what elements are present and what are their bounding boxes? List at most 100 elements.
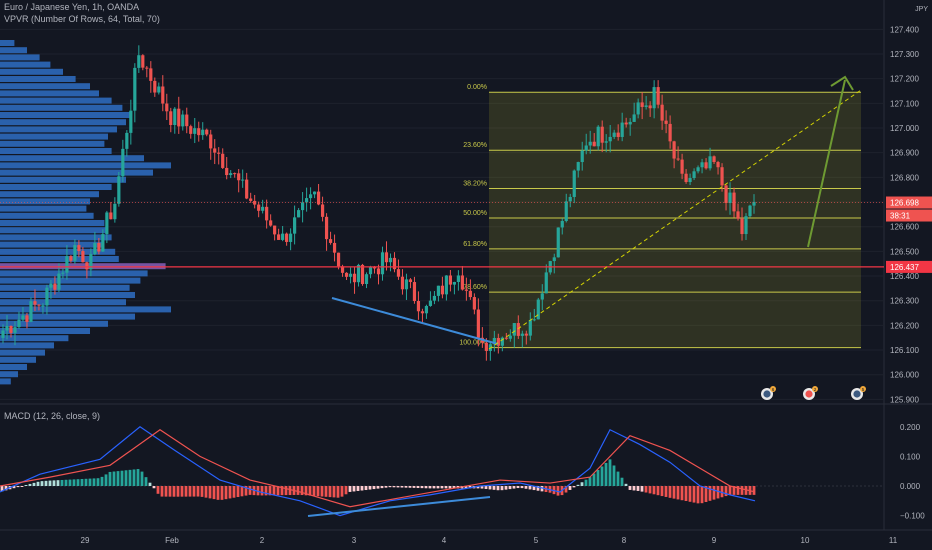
candle-body (169, 111, 173, 126)
macd-histogram-bar (628, 486, 632, 490)
macd-histogram-bar (356, 486, 360, 491)
macd-histogram-bar (740, 486, 744, 495)
macd-histogram-bar (288, 486, 292, 496)
macd-histogram-bar (76, 479, 80, 486)
macd-histogram-bar (124, 470, 128, 486)
candle-body (297, 210, 301, 218)
macd-histogram-bar (676, 486, 680, 500)
candle-body (380, 252, 385, 275)
signal-line (0, 429, 756, 508)
macd-histogram-bar (100, 476, 104, 486)
macd-tick-label: −0.100 (900, 512, 925, 521)
macd-histogram-bar (148, 482, 152, 486)
candle-body (500, 337, 504, 346)
macd-histogram-bar (448, 486, 452, 489)
time-tick-label: 2 (260, 536, 265, 545)
candle-body (301, 202, 305, 211)
vpvr-bar (0, 119, 126, 126)
macd-histogram-bar (724, 486, 728, 497)
vpvr-bar (0, 40, 15, 46)
macd-histogram-bar (260, 486, 264, 496)
macd-histogram-bar (532, 486, 536, 491)
candle-body (165, 103, 169, 112)
price-tick-label: 126.000 (890, 371, 919, 380)
candle-body (221, 153, 225, 168)
macd-histogram-bar (316, 486, 320, 497)
candle-body (524, 333, 528, 336)
candle-body (37, 304, 41, 306)
candle-body (600, 126, 604, 143)
candle-body (304, 198, 309, 203)
macd-histogram-bar (420, 486, 424, 489)
macd-histogram-bar (296, 486, 300, 495)
macd-histogram-bar (388, 486, 392, 488)
candle-body (468, 290, 472, 298)
candle-body (81, 251, 85, 263)
candle-body (121, 148, 125, 177)
macd-histogram-bar (284, 486, 288, 496)
candle-body (328, 239, 333, 243)
flag-event-icon: 6 (761, 386, 776, 400)
symbol-legend[interactable]: Euro / Japanese Yen, 1h, OANDA (4, 2, 140, 12)
candle-body (161, 86, 165, 104)
vpvr-bar (0, 112, 130, 118)
candle-body (201, 129, 205, 136)
price-tick-label: 126.900 (890, 149, 919, 158)
vpvr-bar (0, 184, 112, 190)
candle-body (61, 272, 65, 274)
currency-unit-label: JPY (915, 6, 928, 13)
vpvr-bar (0, 356, 36, 363)
vpvr-bar (0, 256, 119, 262)
vpvr-bar (0, 277, 141, 284)
candle-body (708, 156, 712, 169)
candle-body (53, 283, 57, 290)
vpvr-bar (0, 148, 112, 154)
candle-body (101, 234, 105, 252)
time-tick-label: 29 (81, 536, 90, 545)
candle-body (416, 300, 421, 312)
macd-histogram-bar (96, 478, 100, 486)
candle-body (344, 272, 349, 277)
fib-level-label: 0.00% (467, 84, 487, 91)
macd-histogram-bar (48, 480, 52, 486)
candle-body (544, 272, 548, 294)
time-tick-label: 11 (889, 536, 898, 545)
macd-legend[interactable]: MACD (12, 26, close, 9) (4, 411, 101, 421)
macd-tick-label: 0.100 (900, 452, 921, 461)
macd-histogram-bar (336, 486, 340, 498)
candle-body (588, 141, 592, 146)
macd-histogram-bar (4, 486, 8, 491)
candle-body (241, 179, 245, 181)
current-price-tag-bg (886, 196, 932, 209)
vpvr-bar (0, 212, 94, 219)
macd-histogram-bar (380, 486, 384, 489)
vpvr-bar (0, 342, 54, 349)
macd-histogram-bar (680, 486, 684, 501)
macd-histogram-bar (364, 486, 368, 491)
candle-body (364, 274, 369, 285)
event-icon-core (805, 390, 813, 398)
candle-body (197, 128, 201, 136)
candle-body (680, 159, 684, 174)
macd-histogram-bar (624, 483, 628, 486)
vpvr-bar (0, 126, 117, 133)
candle-body (540, 293, 544, 300)
price-tick-label: 127.400 (890, 25, 919, 34)
candle-body (149, 68, 153, 81)
macd-histogram-bar (0, 486, 4, 492)
candle-body (185, 114, 189, 127)
candle-body (25, 315, 29, 322)
macd-histogram-bar (52, 480, 56, 486)
vpvr-legend[interactable]: VPVR (Number Of Rows, 64, Total, 70) (4, 14, 160, 24)
candle-body (504, 337, 508, 339)
candle-body (356, 264, 361, 283)
candle-body (293, 217, 297, 234)
macd-histogram-bar (416, 486, 420, 489)
macd-histogram-bar (644, 486, 648, 493)
candle-body (620, 122, 624, 137)
macd-histogram-bar (592, 473, 596, 486)
candle-body (13, 327, 17, 333)
time-tick-label: 8 (622, 536, 627, 545)
macd-histogram-bar (488, 486, 492, 490)
